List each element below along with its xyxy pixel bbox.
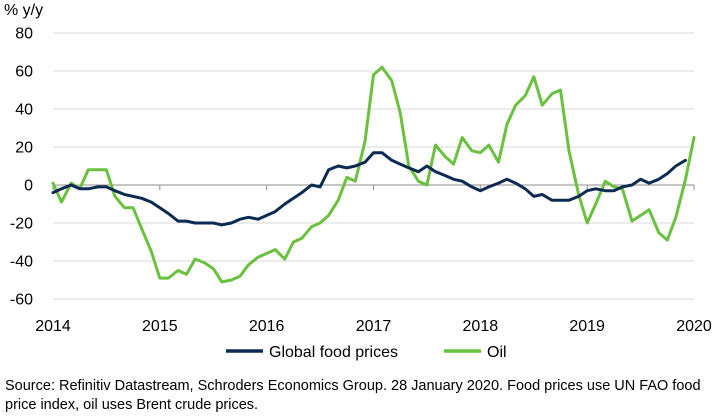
x-tick-label: 2017 xyxy=(356,318,392,335)
y-tick-label: -60 xyxy=(10,292,33,309)
y-tick-label: -20 xyxy=(10,216,33,233)
y-axis-ticks: 80 60 40 20 0 -20 -40 -60 xyxy=(10,26,33,309)
source-note: Source: Refinitiv Datastream, Schroders … xyxy=(5,378,701,413)
x-tick-label: 2016 xyxy=(249,318,285,335)
legend: Global food prices Oil xyxy=(226,344,507,361)
x-tick-label: 2018 xyxy=(463,318,499,335)
series-line-global-food-prices xyxy=(51,151,687,227)
series-line-oil xyxy=(51,65,696,284)
y-tick-label: 60 xyxy=(15,64,33,81)
y-tick-label: -40 xyxy=(10,254,33,271)
x-axis-ticks: 2014 2015 2016 2017 2018 2019 2020 xyxy=(35,184,712,335)
legend-label: Global food prices xyxy=(269,344,398,361)
legend-label: Oil xyxy=(487,344,507,361)
y-tick-label: 0 xyxy=(24,178,33,195)
y-tick-label: 20 xyxy=(15,140,33,157)
series-lines xyxy=(51,65,696,284)
x-tick-label: 2019 xyxy=(569,318,605,335)
x-tick-label: 2015 xyxy=(142,318,178,335)
y-tick-label: 40 xyxy=(15,102,33,119)
x-tick-label: 2014 xyxy=(35,318,71,335)
y-axis-unit-label: % y/y xyxy=(4,2,43,19)
y-tick-label: 80 xyxy=(15,26,33,43)
x-tick-label: 2020 xyxy=(676,318,712,335)
